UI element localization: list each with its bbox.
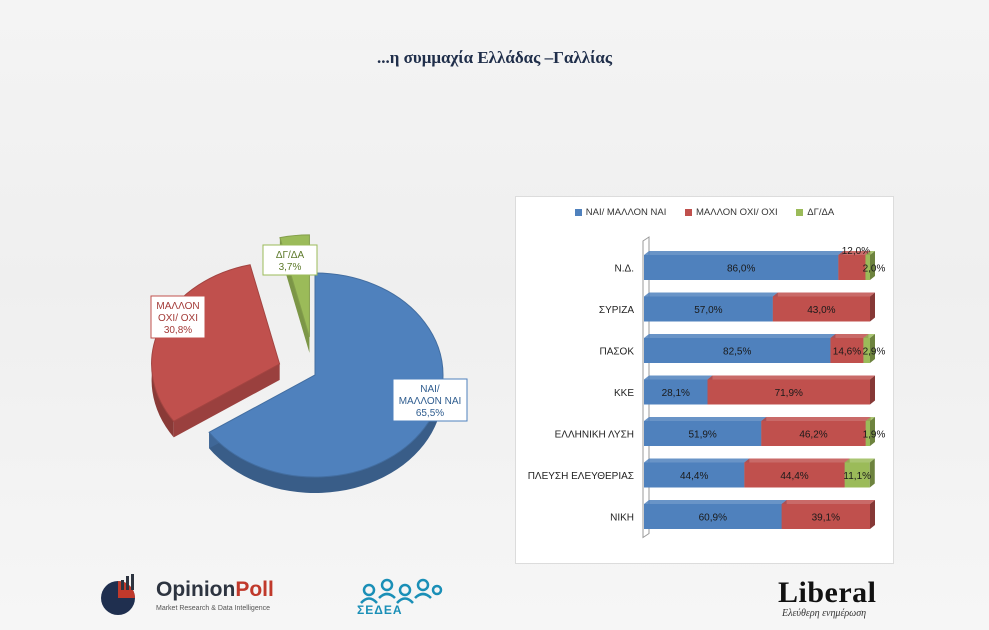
bar-segment [644,334,836,363]
category-label: Ν.Δ. [615,264,634,275]
sedea-logo: ΣΕΔΕΑ [357,576,447,617]
pie-label-0-line-1: ΜΑΛΛΟΝ ΝΑΙ [399,396,462,407]
legend-swatch-dkna [796,209,804,216]
bar-segment [644,375,713,405]
data-label: 71,9% [775,388,803,399]
legend-label-dkna: ΔΓ/ΔΑ [807,207,835,218]
liberal-logo: Liberal Ελεύθερη ενημέρωση [778,576,877,620]
data-label: 60,9% [699,513,727,524]
bar-segment [707,375,875,405]
bar-segment [644,500,787,529]
data-label: 12,0% [842,246,870,257]
sedea-people-icon [360,578,443,604]
bar-chart-panel: ΝΑΙ/ ΜΑΛΛΟΝ ΝΑΙ ΜΑΛΛΟΝ ΟΧΙ/ ΟΧΙ ΔΓ/ΔΑ Ν.… [515,196,894,564]
slide-title: ...η συμμαχία Ελλάδας –Γαλλίας [376,48,613,67]
data-label: 2,0% [863,264,886,275]
category-label: ΕΛΛΗΝΙΚΗ ΛΥΣΗ [555,430,634,441]
pie-label-box-0 [392,378,468,422]
category-label: ΠΑΣΟΚ [599,347,634,358]
pie-label-box-1 [150,295,206,339]
data-label: 44,4% [780,471,808,482]
logos-footer: OpinionPoll Market Research & Data Intel… [0,568,989,630]
pie-label-0-line-2: 65,5% [416,408,444,419]
bar-segment [644,292,778,322]
pie-label-1-line-1: ΟΧΙ/ ΟΧΙ [158,313,198,324]
legend-label-yes: ΝΑΙ/ ΜΑΛΛΟΝ ΝΑΙ [585,207,667,218]
bar-segment [644,417,767,446]
legend-item-yes: ΝΑΙ/ ΜΑΛΛΟΝ ΝΑΙ [574,207,667,218]
liberal-name: Liberal [778,576,877,609]
pie-label-1-line-0: ΜΑΛΛΟΝ [156,301,199,312]
data-label: 2,9% [863,347,886,358]
opinionpoll-tagline: Market Research & Data Intelligence [156,605,270,612]
legend-swatch-yes [574,209,582,216]
opinionpoll-name-poll: Poll [235,578,274,601]
bar-segment [863,334,875,363]
data-label: 51,9% [688,430,716,441]
bar-legend: ΝΑΙ/ ΜΑΛΛΟΝ ΝΑΙ ΜΑΛΛΟΝ ΟΧΙ/ ΟΧΙ ΔΓ/ΔΑ [516,207,893,219]
data-label: 57,0% [694,305,722,316]
pie-label-box-2 [262,244,318,276]
opinionpoll-name-opinion: Opinion [156,578,236,601]
pie-label-2-line-0: ΔΓ/ΔΑ [276,250,305,261]
data-label: 46,2% [799,430,827,441]
pie-chart: ΝΑΙ/ΜΑΛΛΟΝ ΝΑΙ 65,5% ΜΑΛΛΟΝ ΟΧΙ/ ΟΧΙ 30,8% ΔΓ… [130,225,500,535]
bar-segment [644,251,844,280]
data-label: 11,1% [843,471,871,482]
legend-item-dkna: ΔΓ/ΔΑ [796,207,834,218]
bar-chart-svg: Ν.Δ. 86,0% 12,0% 2,0% ΣΥΡΙΖΑ 57,0% 43,0% ΠΑΣΟΚ 8… [528,236,886,539]
data-label: 39,1% [812,513,840,524]
opinionpoll-logo: OpinionPoll Market Research & Data Intel… [98,574,274,623]
bar-segment [865,251,875,280]
pie-label-2-line-1: 3,7% [279,262,302,273]
liberal-tagline: Ελεύθερη ενημέρωση [782,608,867,619]
bar-segment [781,500,875,529]
legend-label-no: ΜΑΛΛΟΝ ΟΧΙ/ ΟΧΙ [696,207,778,218]
bar-segment [761,417,871,446]
pie-label-0-line-0: ΝΑΙ/ [420,384,440,395]
bar-segment [865,417,875,446]
legend-swatch-no [685,209,693,216]
data-label: 28,1% [662,388,690,399]
legend-item-no: ΜΑΛΛΟΝ ΟΧΙ/ ΟΧΙ [685,207,778,218]
bar-segment [844,458,875,488]
opinionpoll-name: OpinionPoll [156,578,274,602]
category-label: ΚΚΕ [614,388,634,399]
data-label: 14,6% [833,347,861,358]
data-label: 44,4% [680,471,708,482]
bar-segment [838,251,871,280]
pie-slice-0 [208,272,444,493]
data-label: 1,9% [863,430,886,441]
category-label: ΝΙΚΗ [610,513,634,524]
category-label: ΣΥΡΙΖΑ [599,305,634,316]
data-label: 82,5% [723,347,751,358]
sedea-name: ΣΕΔΕΑ [357,603,403,617]
category-label: ΠΛΕΥΣΗ ΕΛΕΥΘΕΡΙΑΣ [528,471,634,482]
pie-label-1-line-2: 30,8% [164,325,192,336]
bar-segment [772,292,875,322]
data-label: 86,0% [727,264,755,275]
bar-segment [744,458,850,488]
opinionpoll-mark-icon [101,574,135,615]
data-label: 43,0% [807,305,835,316]
